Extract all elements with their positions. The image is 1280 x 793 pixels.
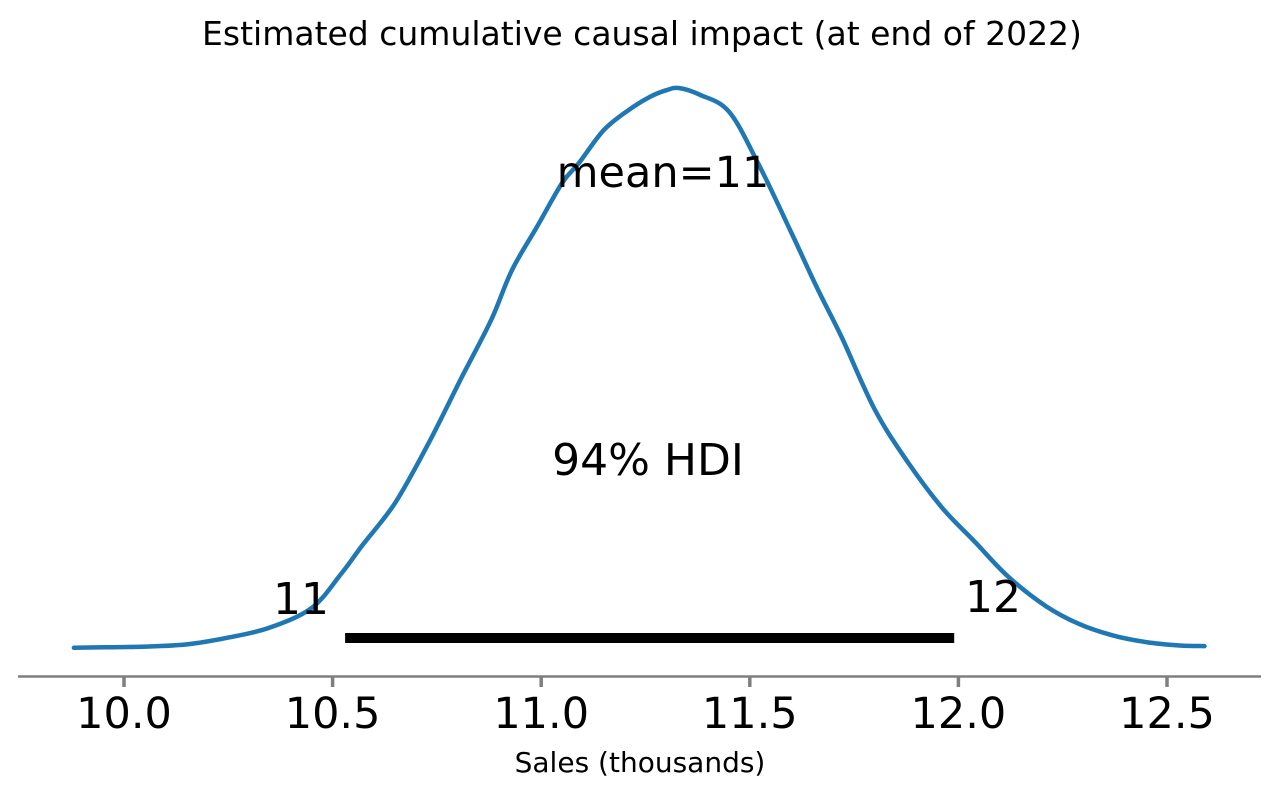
x-tick-label: 11.5: [702, 689, 798, 739]
x-tick-label: 10.5: [285, 689, 381, 739]
x-axis-label: Sales (thousands): [515, 746, 766, 779]
mean-annotation: mean=11: [557, 148, 770, 198]
x-axis-ticks: 10.0 10.5 11.0 11.5 12.0 12.5: [76, 677, 1215, 739]
x-tick-label: 12.0: [911, 689, 1007, 739]
hdi-lower-label: 11: [273, 574, 329, 625]
x-tick-label: 11.0: [493, 689, 589, 739]
chart-title: Estimated cumulative causal impact (at e…: [202, 14, 1082, 53]
x-tick-label: 10.0: [76, 689, 172, 739]
hdi-upper-label: 12: [965, 572, 1021, 623]
kde-curve: [71, 85, 1207, 651]
hdi-annotation: 94% HDI: [552, 435, 744, 486]
x-tick-label: 12.5: [1119, 689, 1215, 739]
